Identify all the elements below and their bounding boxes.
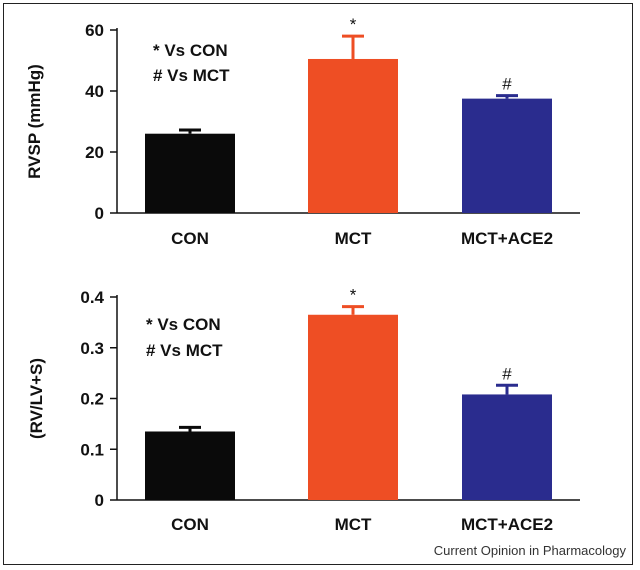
top-category-label: CON — [171, 229, 209, 248]
bottom-y-tick-label: 0.3 — [80, 339, 104, 358]
bottom-legend-entry: # Vs MCT — [146, 341, 223, 360]
top-y-tick-label: 20 — [85, 143, 104, 162]
credit-line: Current Opinion in Pharmacology — [433, 543, 626, 558]
bottom-bar-mct — [308, 314, 398, 500]
top-significance-mark: * — [350, 15, 357, 34]
top-legend-entry: # Vs MCT — [153, 66, 230, 85]
bottom-category-label: MCT+ACE2 — [461, 515, 553, 534]
top-bar-mct — [308, 58, 398, 213]
figure-frame — [3, 3, 633, 565]
top-category-label: MCT+ACE2 — [461, 229, 553, 248]
bottom-y-axis-label: (RV/LV+S) — [27, 358, 46, 439]
bottom-y-tick-label: 0.4 — [80, 288, 104, 307]
bottom-significance-mark: # — [502, 364, 512, 383]
top-legend-entry: * Vs CON — [153, 41, 228, 60]
top-significance-mark: # — [502, 75, 512, 94]
bottom-bar-con — [145, 431, 235, 500]
top-y-tick-label: 0 — [95, 204, 104, 223]
bottom-legend-entry: * Vs CON — [146, 315, 221, 334]
bottom-category-label: MCT — [335, 515, 372, 534]
top-category-label: MCT — [335, 229, 372, 248]
bottom-significance-mark: * — [350, 286, 357, 305]
bottom-category-label: CON — [171, 515, 209, 534]
top-y-axis-label: RVSP (mmHg) — [25, 64, 44, 179]
bottom-y-tick-label: 0.1 — [80, 440, 104, 459]
top-bar-con — [145, 133, 235, 213]
top-y-tick-label: 60 — [85, 21, 104, 40]
bottom-bar-mct-ace2 — [462, 394, 552, 500]
bottom-y-tick-label: 0.2 — [80, 390, 104, 409]
top-bar-mct-ace2 — [462, 98, 552, 213]
top-y-tick-label: 40 — [85, 82, 104, 101]
bottom-y-tick-label: 0 — [95, 491, 104, 510]
